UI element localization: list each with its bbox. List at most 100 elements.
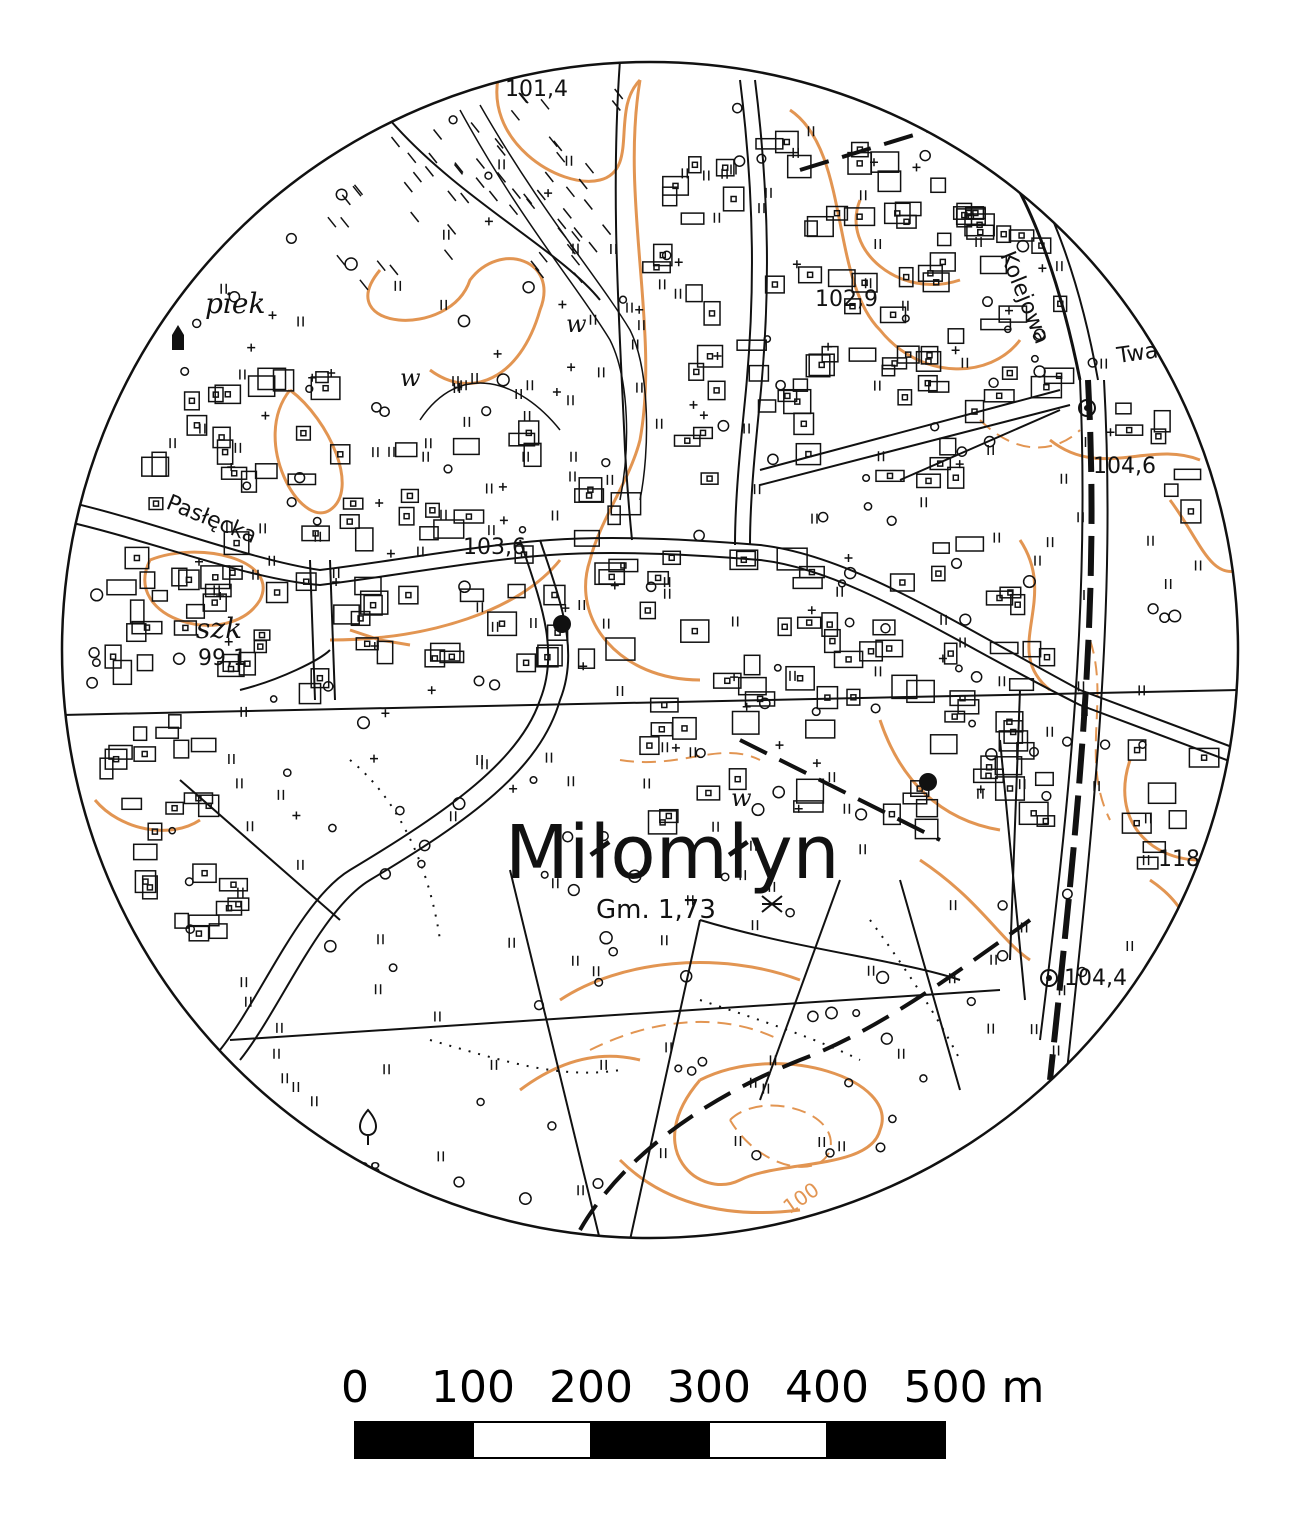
building — [743, 654, 761, 676]
building — [1136, 856, 1159, 870]
building-mark — [951, 713, 958, 720]
tree-symbol — [90, 588, 104, 602]
building — [793, 800, 824, 813]
building-mark — [849, 302, 856, 310]
building — [295, 572, 317, 592]
building-mark — [924, 379, 932, 387]
meadow-symbol — [488, 525, 495, 536]
meadow-symbol — [674, 288, 682, 299]
tree-symbol — [335, 188, 348, 201]
marsh-symbol — [562, 207, 572, 219]
meadow-symbol — [567, 395, 574, 406]
building-mark — [1018, 232, 1025, 239]
meadow-symbol — [1077, 512, 1084, 523]
cross-symbol — [247, 343, 256, 352]
tree-symbol — [843, 566, 857, 580]
building — [897, 389, 913, 406]
tree-symbol — [91, 658, 101, 668]
building — [106, 579, 137, 596]
tree-symbol — [844, 617, 855, 628]
cross-symbol — [484, 217, 493, 226]
meadow-symbol — [485, 483, 493, 494]
meadow-symbol — [277, 789, 285, 800]
meadow-symbol — [388, 446, 395, 457]
cross-symbol — [332, 578, 341, 586]
building — [875, 639, 904, 658]
meadow-symbol — [297, 316, 304, 327]
meadow-symbol — [838, 1141, 845, 1152]
building-mark — [1055, 372, 1063, 380]
building — [688, 156, 702, 174]
tree-symbol — [679, 970, 693, 983]
tree-symbol — [956, 446, 968, 457]
building-mark — [230, 881, 237, 888]
building-mark — [903, 218, 910, 226]
tree-symbol — [496, 373, 510, 387]
marsh-symbol — [508, 204, 519, 216]
building-mark — [806, 271, 814, 279]
meadow-symbol — [713, 212, 721, 223]
marsh-symbol — [553, 140, 563, 152]
meadow-symbol — [297, 859, 304, 870]
tree-symbol — [592, 1177, 604, 1190]
meadow-symbol — [463, 416, 471, 427]
building — [453, 509, 485, 524]
tree-symbol — [772, 785, 786, 799]
tree-symbol — [773, 663, 782, 672]
building-mark — [1043, 653, 1051, 661]
building — [214, 384, 242, 405]
tree-symbol — [966, 996, 976, 1007]
building — [363, 594, 383, 616]
tree-symbol — [371, 401, 382, 413]
building — [980, 755, 998, 780]
tree-symbol — [418, 839, 431, 852]
map-frame — [60, 60, 1240, 1240]
building — [217, 660, 245, 678]
meadow-symbol — [1058, 985, 1066, 996]
meadow-symbol — [753, 484, 761, 495]
building-mark — [805, 619, 813, 626]
tree-symbol — [417, 859, 426, 869]
meadow-symbol — [626, 302, 633, 313]
tree-symbol — [323, 939, 337, 953]
building-mark — [850, 694, 857, 701]
tree-symbol — [305, 384, 314, 394]
building — [827, 269, 856, 288]
building-mark — [971, 408, 978, 415]
meadow-symbol — [498, 159, 505, 170]
tree-symbol — [1138, 740, 1147, 749]
building-mark — [740, 556, 748, 564]
cross-symbol — [558, 300, 567, 309]
meadow-symbol — [600, 1059, 607, 1070]
building-mark — [672, 182, 679, 190]
building-mark — [1006, 785, 1014, 792]
building-mark — [693, 368, 700, 376]
tree-symbol — [717, 419, 730, 432]
meadow-symbol — [739, 870, 747, 881]
building — [1147, 782, 1177, 805]
building — [1018, 801, 1049, 826]
building — [151, 451, 167, 477]
building-mark — [730, 195, 737, 203]
meadow-symbol — [734, 1136, 742, 1146]
tree-symbol — [1030, 354, 1039, 363]
marsh-symbol — [410, 211, 420, 223]
building-mark — [959, 694, 966, 702]
tree-symbol — [518, 525, 527, 534]
building — [662, 550, 682, 566]
cross-symbol — [1038, 264, 1047, 273]
building — [247, 375, 276, 398]
building — [1034, 771, 1054, 787]
meadow-symbol — [434, 1011, 441, 1022]
building — [208, 923, 228, 940]
building — [875, 469, 905, 483]
building — [419, 526, 439, 541]
tree-symbol — [312, 516, 322, 526]
meadow-symbol — [792, 147, 799, 158]
meadow-symbol — [661, 935, 668, 946]
building — [994, 756, 1023, 776]
cross-symbol — [775, 741, 784, 750]
cross-symbol — [499, 516, 508, 525]
scale-segment — [826, 1421, 946, 1459]
building-mark — [926, 351, 933, 359]
